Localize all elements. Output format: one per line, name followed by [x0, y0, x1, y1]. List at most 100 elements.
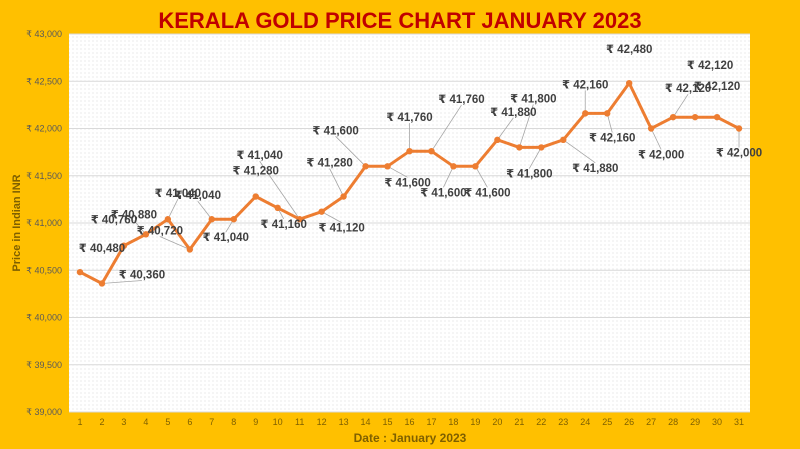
data-label: ₹ 42,120 [694, 81, 740, 93]
y-tick-label: ₹ 39,500 [26, 360, 62, 370]
data-label: ₹ 40,880 [111, 209, 157, 221]
leader-line [497, 117, 514, 141]
data-point [230, 216, 237, 223]
data-label: ₹ 41,040 [155, 188, 201, 200]
data-point [691, 113, 699, 121]
x-tick-label: 29 [690, 417, 700, 427]
x-tick-label: 26 [624, 417, 634, 427]
leader-line [159, 236, 190, 250]
data-point [142, 231, 150, 238]
data-point [428, 147, 435, 155]
x-tick-label: 7 [209, 417, 214, 427]
x-tick-label: 16 [404, 417, 414, 427]
data-point [582, 110, 589, 117]
x-tick-label: 28 [668, 417, 678, 427]
x-tick-label: 19 [470, 417, 480, 427]
data-label: ₹ 41,280 [233, 166, 279, 178]
x-tick-label: 21 [514, 417, 524, 427]
x-axis-ticks: 1 2 3 4 5 6 7 8 9 10 11 12 13 14 15 16 17 18 19 20 21 22 23 24 2… [77, 417, 744, 427]
data-label: ₹ 41,800 [510, 93, 556, 105]
data-label: ₹ 41,040 [203, 232, 249, 244]
data-label: ₹ 41,800 [506, 168, 552, 180]
leader-line [606, 113, 613, 133]
y-tick-label: ₹ 40,000 [26, 313, 62, 323]
x-tick-label: 30 [712, 417, 722, 427]
data-point [450, 163, 457, 170]
leader-line [197, 200, 213, 220]
x-tick-label: 13 [339, 417, 349, 427]
data-label: ₹ 42,120 [665, 83, 711, 95]
x-tick-label: 25 [602, 417, 612, 427]
x-tick-label: 4 [143, 417, 148, 427]
y-axis-ticks: ₹ 39,000 ₹ 39,500 ₹ 40,000 ₹ 40,500 ₹ 41,000… [26, 29, 62, 417]
leader-line [335, 136, 366, 167]
data-point [713, 113, 721, 121]
data-label: ₹ 41,760 [386, 112, 432, 124]
data-point [252, 193, 259, 200]
chart-title: KERALA GOLD PRICE CHART JANUARY 2023 [158, 8, 641, 33]
data-point [625, 79, 633, 87]
data-label: ₹ 41,120 [318, 223, 364, 235]
data-point [384, 163, 391, 170]
x-tick-label: 27 [646, 417, 656, 427]
leader-line [475, 166, 488, 188]
data-point [340, 193, 347, 200]
data-label: ₹ 42,480 [606, 44, 652, 56]
leader-line [431, 104, 462, 152]
leader-line [321, 211, 342, 224]
y-tick-label: ₹ 42,500 [26, 76, 62, 86]
data-label: ₹ 42,000 [638, 150, 684, 162]
x-tick-label: 5 [165, 417, 170, 427]
leader-line [518, 104, 534, 148]
y-tick-label: ₹ 41,500 [26, 171, 62, 181]
x-tick-label: 20 [492, 417, 502, 427]
data-label: ₹ 41,880 [572, 163, 618, 175]
data-label: ₹ 40,360 [119, 269, 165, 281]
leader-line [329, 168, 344, 197]
y-tick-label: ₹ 43,000 [26, 29, 62, 39]
leader-line [563, 139, 596, 164]
x-tick-label: 15 [383, 417, 393, 427]
data-point [516, 144, 523, 151]
y-tick-label: ₹ 40,500 [26, 265, 62, 275]
data-label: ₹ 42,120 [687, 60, 733, 72]
leader-line [443, 166, 454, 188]
data-label: ₹ 42,160 [589, 132, 635, 144]
data-label: ₹ 41,600 [420, 187, 466, 199]
data-point [76, 268, 84, 276]
x-tick-label: 11 [295, 417, 304, 427]
data-point [604, 110, 611, 117]
data-point [494, 136, 501, 144]
y-tick-label: ₹ 39,000 [26, 407, 62, 417]
data-point [274, 204, 281, 212]
data-label: ₹ 41,600 [464, 187, 510, 199]
data-label: ₹ 41,600 [312, 125, 358, 137]
x-tick-label: 8 [231, 417, 236, 427]
x-tick-label: 18 [448, 417, 458, 427]
data-point [186, 246, 194, 253]
data-point [296, 216, 303, 223]
x-tick-label: 17 [426, 417, 436, 427]
data-label: ₹ 41,040 [236, 150, 282, 162]
data-point [362, 163, 369, 170]
x-tick-label: 9 [253, 417, 258, 427]
data-point [318, 208, 325, 215]
x-tick-label: 2 [99, 417, 104, 427]
data-label: ₹ 40,760 [91, 215, 137, 227]
y-tick-label: ₹ 42,000 [26, 124, 62, 134]
x-tick-label: 31 [734, 417, 744, 427]
data-label: ₹ 41,880 [490, 107, 536, 119]
x-tick-label: 1 [77, 417, 82, 427]
x-tick-label: 10 [273, 417, 283, 427]
data-point [406, 147, 413, 155]
data-label: ₹ 41,040 [175, 190, 221, 202]
data-point [472, 163, 479, 170]
leader-line [167, 199, 179, 220]
data-point [669, 113, 677, 121]
leader-line [259, 160, 300, 220]
data-point [647, 125, 655, 132]
data-point [120, 242, 128, 249]
data-label: ₹ 41,760 [438, 94, 484, 106]
x-tick-label: 23 [558, 417, 568, 427]
